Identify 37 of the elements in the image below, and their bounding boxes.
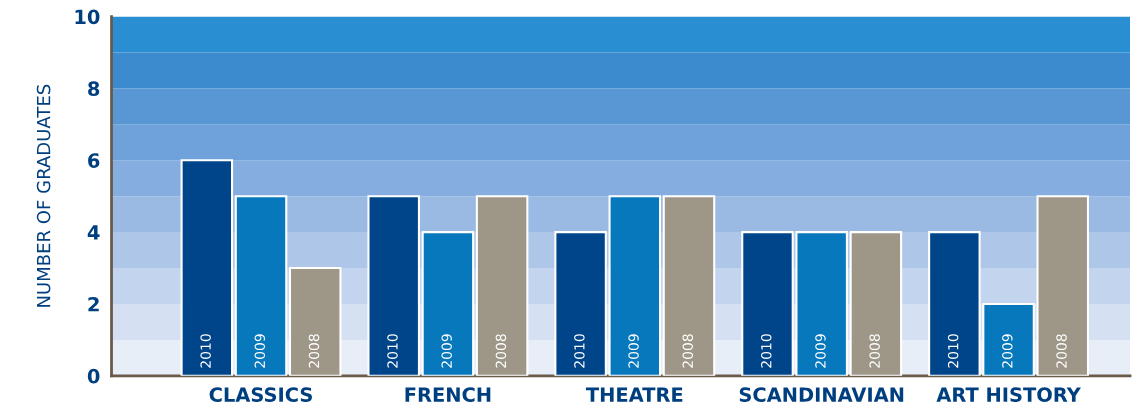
y-tick-label: 4 (87, 225, 100, 240)
text: 2009 (441, 334, 452, 368)
bar (608, 195, 662, 376)
text: 2008 (869, 334, 880, 368)
y-tick-label: 6 (88, 153, 100, 168)
series-label: 2008 (308, 334, 320, 368)
text: 2009 (628, 334, 639, 368)
bar (662, 195, 716, 376)
x-tick-label: CLASSICS (209, 387, 312, 402)
bar (180, 159, 234, 376)
y-tick-label: 10 (75, 9, 100, 25)
text: 2009 (815, 334, 826, 368)
text: 2008 (1056, 334, 1067, 368)
x-tick-label: SCANDINAVIAN (739, 387, 904, 402)
x-tick-label: THEATRE (585, 387, 683, 402)
text: 2010 (574, 334, 585, 368)
text: 2008 (495, 334, 507, 368)
y-tick-label: 0 (87, 368, 100, 384)
bar (367, 195, 420, 376)
bar (288, 267, 342, 376)
y-axis-title: NUMBER OF GRADUATES (36, 84, 51, 307)
text: 2010 (387, 334, 398, 368)
bar (849, 231, 903, 376)
text: 2010 (761, 334, 772, 368)
bar (475, 195, 529, 376)
x-tick-label: ART HISTORY (936, 387, 1081, 402)
x-tick-label: FRENCH (405, 387, 491, 402)
series-label: 2010 (200, 334, 211, 368)
bar (234, 195, 288, 376)
y-tick-label: 2 (88, 296, 99, 312)
bar (421, 231, 475, 376)
text: 2009 (1002, 334, 1013, 368)
text: 2008 (682, 334, 694, 368)
text: 2010 (947, 334, 959, 368)
series-label: 2009 (254, 334, 266, 368)
y-tick-label: 8 (88, 81, 100, 97)
bar (554, 231, 607, 376)
